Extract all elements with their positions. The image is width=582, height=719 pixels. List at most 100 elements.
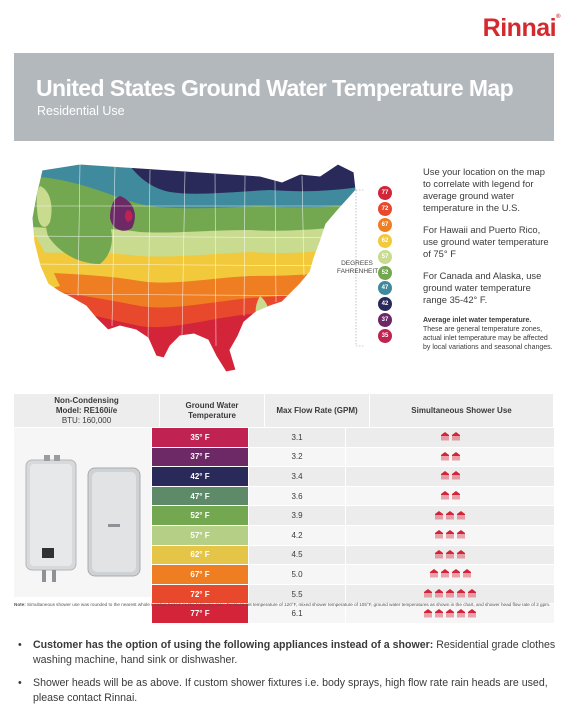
inlet-note: Average inlet water temperature. These a…: [423, 316, 555, 352]
shower-icon: [440, 428, 450, 446]
shower-icon: [456, 605, 466, 623]
spec-table-header: Non-Condensing Model: RE160i/e BTU: 160,…: [14, 394, 554, 427]
row-temperature: 35° F: [152, 428, 248, 447]
shower-icon: [423, 585, 433, 603]
table-row: 62° F 4.5: [152, 545, 554, 566]
row-shower-icons: [346, 545, 554, 565]
legend-dot-35: 35: [378, 329, 392, 344]
row-shower-icons: [346, 525, 554, 545]
row-temperature: 77° F: [152, 604, 248, 623]
row-temperature: 37° F: [152, 447, 248, 467]
page-title: United States Ground Water Temperature M…: [36, 75, 514, 101]
row-flow-rate: 3.2: [249, 447, 345, 467]
instruction-hawaii: For Hawaii and Puerto Rico, use ground w…: [423, 224, 549, 259]
shower-icon: [456, 507, 466, 525]
spec-table-rows: 35° F 3.1 37° F 3.2 42° F 3.4 47° F 3.6 52° F 3.9…: [152, 428, 554, 624]
table-row: 37° F 3.2: [152, 447, 554, 468]
shower-icon: [429, 565, 439, 583]
table-row: 42° F 3.4: [152, 467, 554, 487]
legend-dot-77: 77: [378, 186, 392, 200]
shower-icon: [451, 428, 461, 446]
page-subtitle: Residential Use: [37, 104, 125, 118]
row-flow-rate: 4.2: [249, 525, 345, 545]
bullet-appliances-bold: Customer has the option of using the fol…: [33, 639, 434, 651]
row-flow-rate: 5.5: [249, 584, 345, 604]
shower-icon: [434, 507, 444, 525]
shower-icon: [445, 546, 455, 564]
model-header: Non-Condensing Model: RE160i/e BTU: 160,…: [14, 394, 160, 427]
shower-icon: [440, 487, 450, 505]
map-instructions: Use your location on the map to correlat…: [423, 166, 555, 352]
row-shower-icons: [346, 486, 554, 506]
instruction-canada: For Canada and Alaska, use ground water …: [423, 270, 542, 305]
shower-icon: [451, 448, 461, 466]
shower-icon: [434, 585, 444, 603]
model-btu: BTU: 160,000: [61, 415, 112, 425]
shower-icon: [440, 448, 450, 466]
model-line1: Non-Condensing: [54, 395, 119, 405]
legend-dot-62: 62: [378, 233, 392, 248]
col-shower-use: Simultaneous Shower Use: [369, 394, 554, 427]
table-row: 57° F 4.2: [152, 525, 554, 546]
shower-icon: [445, 585, 455, 603]
inlet-note-body: These are general temperature zones, act…: [423, 326, 553, 351]
bullet-list: Customer has the option of using the fol…: [14, 638, 562, 714]
shower-icon: [456, 526, 466, 544]
legend-dot-47: 47: [378, 281, 392, 296]
row-flow-rate: 3.9: [249, 506, 345, 525]
model-line2: Model: RE160i/e: [55, 405, 118, 415]
row-temperature: 72° F: [152, 584, 248, 604]
legend-leader-lines: [355, 189, 365, 347]
legend-dot-37: 37: [378, 313, 392, 328]
row-shower-icons: [346, 604, 554, 623]
bullet-appliances-rest: Residential grade clothes washing machin…: [33, 639, 556, 666]
row-temperature: 57° F: [152, 525, 248, 545]
legend-dot-52: 52: [378, 265, 392, 280]
bullet-appliances: Customer has the option of using the fol…: [14, 638, 562, 668]
shower-icon: [445, 526, 455, 544]
table-row: 77° F 6.1: [152, 604, 554, 624]
bullet-shower-heads: Shower heads will be as above. If custom…: [14, 676, 562, 706]
row-temperature: 42° F: [152, 467, 248, 486]
shower-icon: [462, 565, 472, 583]
shower-icon: [451, 467, 461, 485]
row-flow-rate: 3.4: [249, 467, 345, 486]
shower-icon: [434, 526, 444, 544]
legend-dot-67: 67: [378, 217, 392, 232]
row-temperature: 67° F: [152, 565, 248, 584]
legend-dot-57: 57: [378, 249, 392, 264]
col-flow-rate: Max Flow Rate (GPM): [264, 394, 370, 427]
row-shower-icons: [346, 506, 554, 525]
shower-icon: [445, 507, 455, 525]
footnote: Note: Simultaneous shower use was rounde…: [14, 602, 554, 608]
row-temperature: 47° F: [152, 486, 248, 506]
title-banner: United States Ground Water Temperature M…: [14, 53, 554, 141]
shower-icon: [451, 565, 461, 583]
shower-icon: [467, 585, 477, 603]
shower-icon: [451, 487, 461, 505]
row-flow-rate: 3.1: [249, 428, 345, 447]
shower-icon: [440, 467, 450, 485]
row-flow-rate: 6.1: [249, 604, 345, 623]
us-temperature-map: [31, 163, 365, 373]
row-shower-icons: [346, 565, 554, 584]
row-temperature: 52° F: [152, 506, 248, 525]
row-shower-icons: [346, 467, 554, 486]
shower-icon: [434, 605, 444, 623]
footnote-text: Simultaneous shower use was rounded to t…: [27, 602, 551, 607]
row-flow-rate: 4.5: [249, 545, 345, 565]
table-row: 67° F 5.0: [152, 565, 554, 585]
shower-icon: [434, 546, 444, 564]
rinnai-logo: Rinnai®: [482, 14, 561, 42]
shower-icon: [440, 565, 450, 583]
table-row: 52° F 3.9: [152, 506, 554, 526]
row-flow-rate: 3.6: [249, 486, 345, 506]
table-row: 72° F 5.5: [152, 584, 554, 605]
shower-icon: [445, 605, 455, 623]
col-ground-temp: Ground Water Temperature: [159, 394, 265, 427]
shower-icon: [456, 546, 466, 564]
row-shower-icons: [346, 447, 554, 467]
shower-icon: [423, 605, 433, 623]
state-borders: [32, 164, 356, 347]
legend-dot-42: 42: [378, 297, 392, 312]
